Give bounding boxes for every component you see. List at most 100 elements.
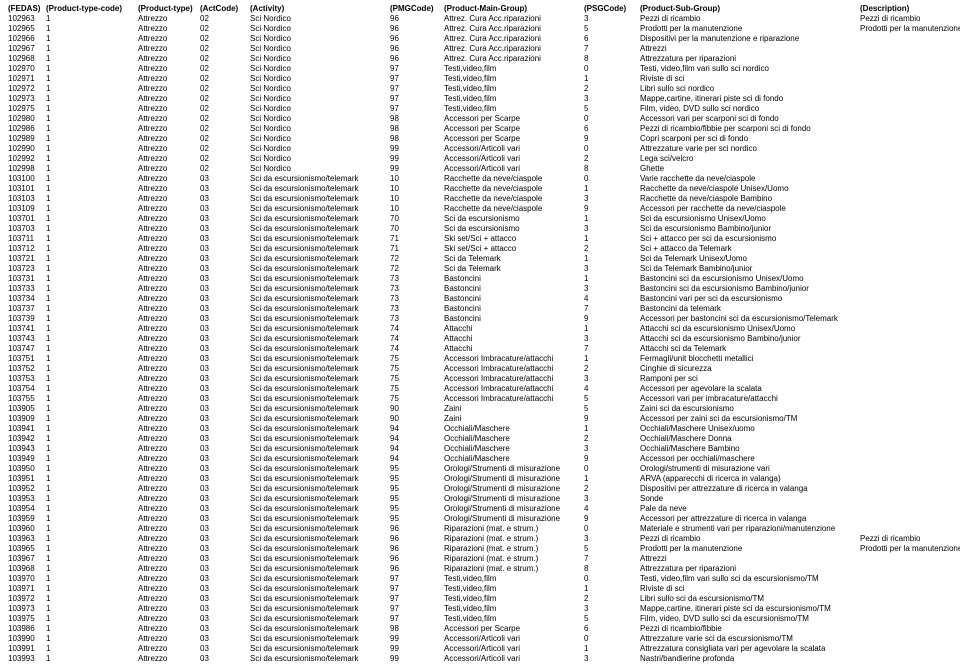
cell: 99 <box>390 144 444 154</box>
cell: Sci da escursionismo/telemark <box>250 384 390 394</box>
cell: 1 <box>46 34 138 44</box>
cell: Attrezzo <box>138 94 200 104</box>
cell: Cinghie di sicurezza <box>640 364 860 374</box>
table-row: 1039511Attrezzo03Sci da escursionismo/te… <box>8 474 960 484</box>
cell: 103737 <box>8 304 46 314</box>
cell: Attrezzature varie sci da escursionismo/… <box>640 634 860 644</box>
table-row: 1039721Attrezzo03Sci da escursionismo/te… <box>8 594 960 604</box>
cell <box>860 514 960 524</box>
table-row: 1039651Attrezzo03Sci da escursionismo/te… <box>8 544 960 554</box>
cell: Libri sullo sci da escursionismo/TM <box>640 594 860 604</box>
cell: 1 <box>46 114 138 124</box>
table-row: 1037331Attrezzo03Sci da escursionismo/te… <box>8 284 960 294</box>
cell <box>860 204 960 214</box>
cell: Sci da Telemark Unisex/Uomo <box>640 254 860 264</box>
cell: Sci da escursionismo/telemark <box>250 624 390 634</box>
cell: Orologi/Strumenti di misurazione <box>444 484 584 494</box>
cell: Attrezzo <box>138 164 200 174</box>
cell <box>860 74 960 84</box>
cell: Sonde <box>640 494 860 504</box>
cell: 103993 <box>8 654 46 664</box>
cell: Sci + attacco da Telemark <box>640 244 860 254</box>
cell: 02 <box>200 134 250 144</box>
cell: 03 <box>200 614 250 624</box>
cell: Testi,video,film <box>444 104 584 114</box>
cell: Sci da escursionismo/telemark <box>250 354 390 364</box>
cell <box>860 164 960 174</box>
cell: 103973 <box>8 604 46 614</box>
cell: 5 <box>584 24 640 34</box>
cell: 103703 <box>8 224 46 234</box>
cell <box>860 94 960 104</box>
cell: 103747 <box>8 344 46 354</box>
cell <box>860 314 960 324</box>
cell: 98 <box>390 624 444 634</box>
cell: Sci da escursionismo/telemark <box>250 564 390 574</box>
cell: 103721 <box>8 254 46 264</box>
cell: Sci da escursionismo/telemark <box>250 524 390 534</box>
cell: 2 <box>584 154 640 164</box>
cell: Sci da escursionismo/telemark <box>250 614 390 624</box>
cell: Attrezzo <box>138 654 200 664</box>
cell <box>860 264 960 274</box>
table-row: 1029671Attrezzo02Sci Nordico96Attrez. Cu… <box>8 44 960 54</box>
cell: 9 <box>584 514 640 524</box>
cell: 1 <box>584 274 640 284</box>
table-row: 1037371Attrezzo03Sci da escursionismo/te… <box>8 304 960 314</box>
cell: 2 <box>584 244 640 254</box>
cell: 103967 <box>8 554 46 564</box>
cell: Attrezzo <box>138 204 200 214</box>
cell <box>860 294 960 304</box>
cell: 03 <box>200 504 250 514</box>
cell: Sci da escursionismo/telemark <box>250 514 390 524</box>
cell: Orologi/Strumenti di misurazione <box>444 474 584 484</box>
cell: 03 <box>200 544 250 554</box>
table-row: 1039731Attrezzo03Sci da escursionismo/te… <box>8 604 960 614</box>
cell: 103941 <box>8 424 46 434</box>
cell: Attrezzo <box>138 414 200 424</box>
cell: 1 <box>46 634 138 644</box>
cell: Ghette <box>640 164 860 174</box>
cell: 03 <box>200 204 250 214</box>
cell: 9 <box>584 134 640 144</box>
cell: 9 <box>584 454 640 464</box>
cell <box>860 134 960 144</box>
cell: 1 <box>46 104 138 114</box>
cell: Occhiali/Maschere Donna <box>640 434 860 444</box>
cell: Pale da neve <box>640 504 860 514</box>
cell: 102986 <box>8 124 46 134</box>
cell: 1 <box>46 534 138 544</box>
cell: Attrezzo <box>138 594 200 604</box>
cell: 03 <box>200 454 250 464</box>
cell <box>860 104 960 114</box>
cell: Sci da escursionismo Bambino/junior <box>640 224 860 234</box>
cell: 02 <box>200 124 250 134</box>
cell <box>860 224 960 234</box>
cell <box>860 554 960 564</box>
cell: Attrezzo <box>138 614 200 624</box>
cell: Attrez. Cura Acc.riparazioni <box>444 44 584 54</box>
table-row: 1029921Attrezzo02Sci Nordico99Accessori/… <box>8 154 960 164</box>
table-row: 1037311Attrezzo03Sci da escursionismo/te… <box>8 274 960 284</box>
cell: 2 <box>584 364 640 374</box>
cell: Accessori Imbracature/attacchi <box>444 364 584 374</box>
cell: 03 <box>200 654 250 664</box>
table-row: 1029661Attrezzo02Sci Nordico96Attrez. Cu… <box>8 34 960 44</box>
cell: 1 <box>46 334 138 344</box>
cell: 10 <box>390 194 444 204</box>
cell: Riparazioni (mat. e strum.) <box>444 524 584 534</box>
cell: 75 <box>390 394 444 404</box>
table-row: 1039931Attrezzo03Sci da escursionismo/te… <box>8 654 960 664</box>
cell: 96 <box>390 44 444 54</box>
cell: 3 <box>584 494 640 504</box>
cell: 03 <box>200 364 250 374</box>
cell: Testi,video,film <box>444 94 584 104</box>
cell: Occhiali/Maschere <box>444 454 584 464</box>
cell: Accessori per agevolare la scalata <box>640 384 860 394</box>
cell: 0 <box>584 64 640 74</box>
cell: 1 <box>46 434 138 444</box>
cell: 96 <box>390 524 444 534</box>
cell: Racchette da neve/ciaspole Bambino <box>640 194 860 204</box>
cell <box>860 274 960 284</box>
cell: Sci da escursionismo/telemark <box>250 464 390 474</box>
